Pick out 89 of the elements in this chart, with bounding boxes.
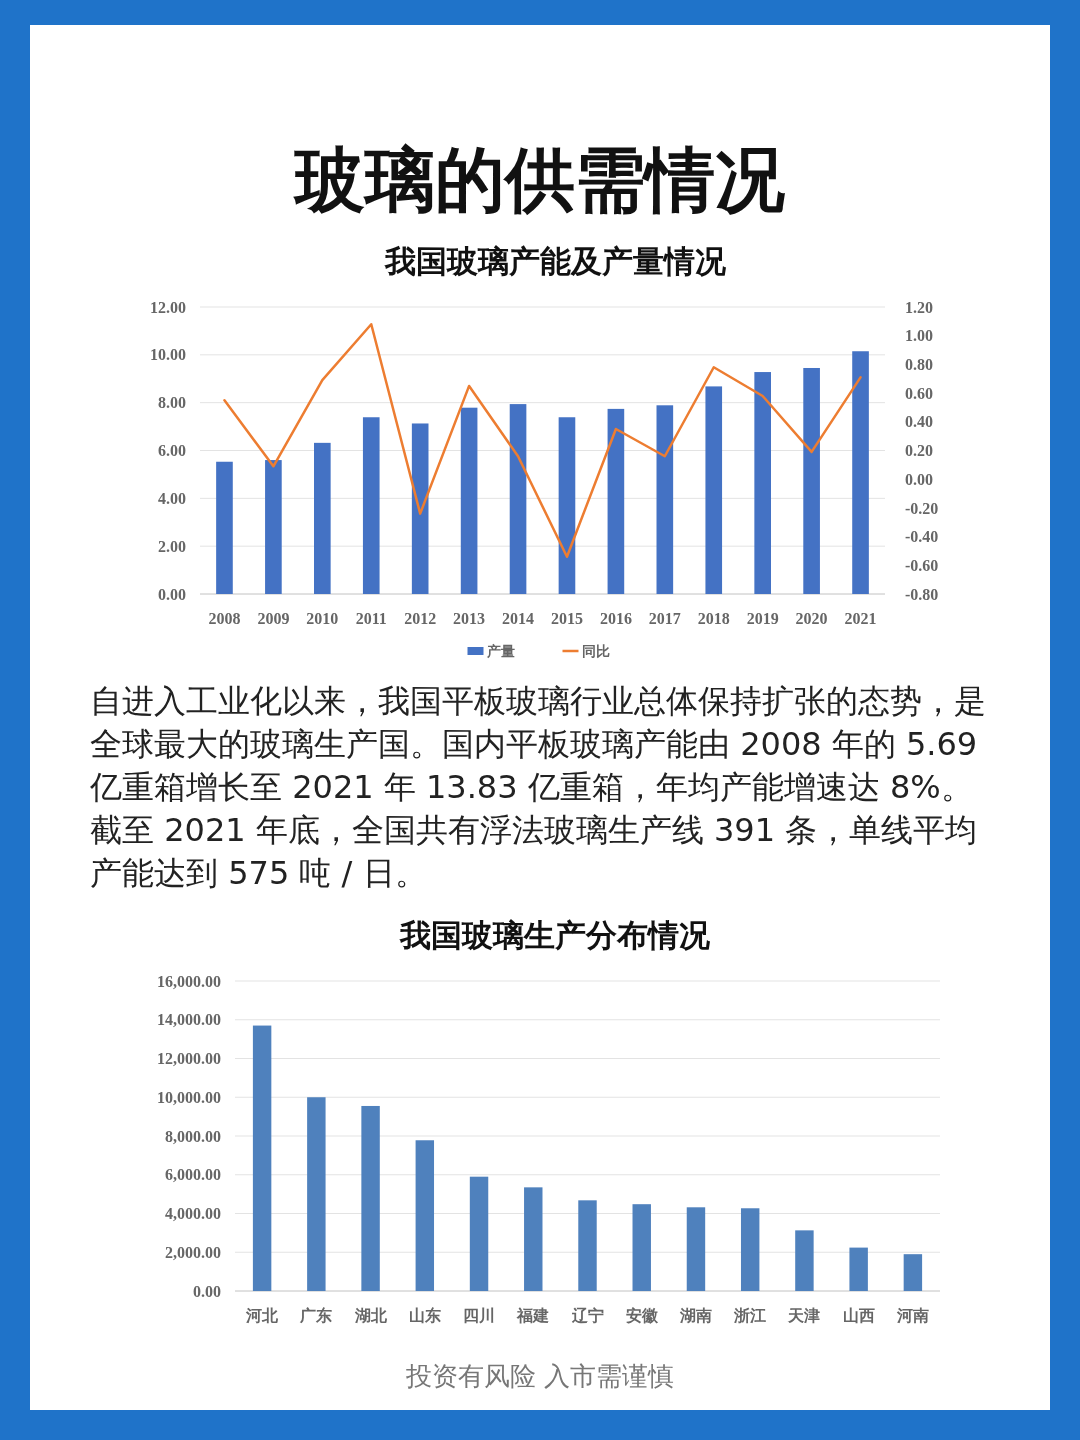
y-tick-label: 4,000.00 (165, 1205, 221, 1223)
x-tick-label: 2018 (697, 610, 730, 627)
x-tick-label: 广东 (299, 1307, 333, 1324)
y2-tick-label: -0.80 (905, 585, 939, 603)
bar (578, 1200, 597, 1291)
chart-title: 我国玻璃产能及产量情况 (383, 243, 727, 279)
x-tick-label: 四川 (463, 1307, 496, 1324)
y-tick-label: 2.00 (158, 537, 186, 555)
bar (411, 423, 429, 594)
x-tick-label: 湖南 (678, 1307, 712, 1324)
bar (607, 408, 625, 594)
x-tick-label: 2008 (208, 610, 241, 627)
x-tick-label: 河北 (245, 1307, 280, 1324)
x-tick-label: 2014 (502, 610, 535, 627)
bar (469, 1176, 489, 1291)
x-tick-label: 2011 (355, 610, 387, 627)
x-tick-label: 天津 (787, 1307, 821, 1324)
x-tick-label: 安徽 (625, 1306, 659, 1324)
y-tick-label: 16,000.00 (157, 972, 221, 990)
y2-tick-label: 1.20 (905, 298, 933, 316)
x-tick-label: 浙江 (733, 1307, 767, 1324)
text: 自进入工业化以来，我国平板玻璃行业总体保持扩张的态势，是全球最大的玻璃生产国。国内平板玻璃产能由 2008 年的 5.69 亿重箱增长至 2021 年 13.83 亿重箱，年均产能增速达 8%。截至 2021 年底，全国共有浮法玻璃生产线 391 条，单线平均产能达到 575 吨 / 日。 (90, 681, 987, 894)
bar (307, 1097, 326, 1291)
y-tick-label: 10.00 (150, 346, 186, 364)
bar (903, 1254, 923, 1291)
bar (265, 460, 282, 594)
x-tick-label: 2012 (404, 610, 437, 627)
y-tick-label: 12,000.00 (157, 1050, 221, 1068)
x-tick-label: 2017 (648, 610, 681, 627)
bar (632, 1204, 651, 1291)
x-tick-label: 山东 (408, 1307, 441, 1324)
bar (252, 1025, 272, 1291)
text: 投资有风险 入市需谨慎 (404, 1361, 675, 1391)
y2-tick-label: -0.60 (905, 556, 939, 574)
y-tick-label: 0.00 (158, 585, 186, 603)
x-tick-label: 湖北 (353, 1307, 388, 1324)
x-tick-label: 山西 (842, 1307, 875, 1324)
x-tick-label: 河南 (895, 1307, 929, 1324)
y2-tick-label: 0.40 (905, 413, 933, 431)
chart-title: 我国玻璃生产分布情况 (399, 917, 711, 953)
y-tick-label: 6.00 (158, 442, 186, 460)
y-tick-label: 2,000.00 (165, 1243, 221, 1261)
bar (852, 351, 869, 594)
bar (216, 461, 233, 594)
x-tick-label: 2010 (306, 610, 339, 627)
y-tick-label: 14,000.00 (157, 1011, 221, 1029)
y-tick-label: 6,000.00 (165, 1166, 221, 1184)
y2-tick-label: 0.80 (905, 356, 933, 373)
bar (558, 417, 576, 594)
y2-tick-label: 0.00 (905, 470, 933, 488)
y-tick-label: 10,000.00 (157, 1088, 221, 1106)
text: 玻璃的供需情况 (292, 138, 786, 223)
bar (795, 1230, 814, 1291)
y-tick-label: 12.00 (150, 298, 186, 316)
bar (740, 1208, 760, 1291)
bar (705, 386, 723, 594)
y2-tick-label: -0.40 (905, 528, 939, 546)
x-tick-label: 2015 (550, 610, 583, 627)
x-tick-label: 2019 (746, 610, 779, 627)
bar (686, 1207, 706, 1291)
y-tick-label: 8.00 (158, 394, 186, 412)
bar (362, 417, 380, 594)
x-tick-label: 2009 (257, 610, 290, 627)
y2-tick-label: 0.60 (905, 384, 933, 402)
legend-label: 产量 (485, 642, 515, 659)
bar (754, 372, 771, 594)
y2-tick-label: -0.20 (905, 499, 939, 517)
bar (803, 367, 820, 594)
y2-tick-label: 0.20 (905, 442, 933, 460)
bar (849, 1247, 868, 1291)
bar (656, 405, 674, 594)
bar (314, 442, 331, 594)
legend-label: 同比 (581, 643, 610, 659)
bar (415, 1140, 435, 1291)
y2-tick-label: 1.00 (905, 327, 933, 345)
x-tick-label: 福建 (516, 1307, 550, 1324)
x-tick-label: 2013 (453, 610, 486, 627)
x-tick-label: 2020 (795, 610, 828, 627)
x-tick-label: 辽宁 (570, 1306, 604, 1324)
y-tick-label: 0.00 (193, 1282, 221, 1300)
y-tick-label: 4.00 (158, 489, 186, 507)
bar (460, 407, 478, 594)
bar (361, 1105, 380, 1291)
bar (524, 1187, 543, 1291)
bar (509, 404, 527, 594)
y-tick-label: 8,000.00 (165, 1127, 221, 1145)
x-tick-label: 2016 (599, 610, 632, 627)
line-series (223, 322, 862, 558)
x-tick-label: 2021 (844, 610, 877, 627)
